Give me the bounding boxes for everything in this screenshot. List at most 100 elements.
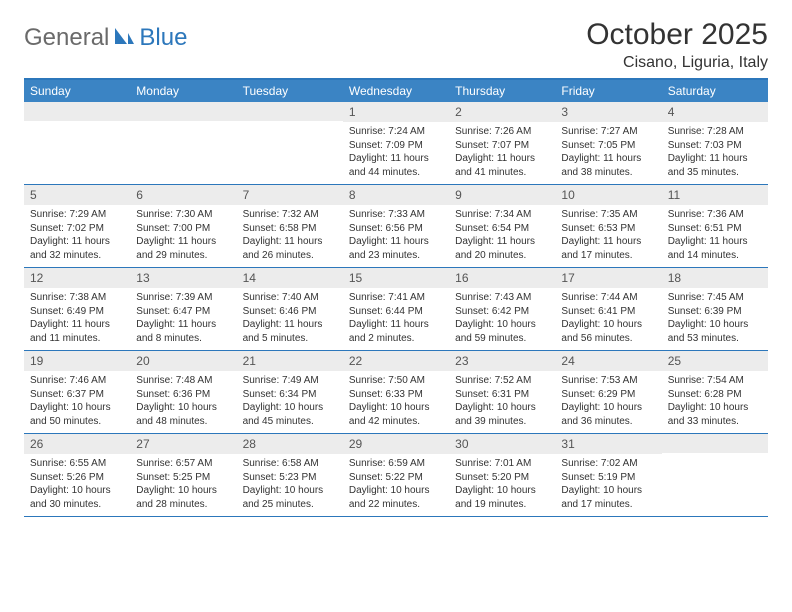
daylight-text: Daylight: 11 hours and 20 minutes. (455, 235, 549, 262)
day-cell: 10Sunrise: 7:35 AMSunset: 6:53 PMDayligh… (555, 185, 661, 267)
sunset-text: Sunset: 5:19 PM (561, 471, 655, 485)
day-body: Sunrise: 7:52 AMSunset: 6:31 PMDaylight:… (449, 371, 555, 433)
sunset-text: Sunset: 7:03 PM (668, 139, 762, 153)
day-number: 30 (449, 434, 555, 454)
day-cell: 7Sunrise: 7:32 AMSunset: 6:58 PMDaylight… (237, 185, 343, 267)
day-cell (24, 102, 130, 184)
day-body: Sunrise: 7:50 AMSunset: 6:33 PMDaylight:… (343, 371, 449, 433)
daylight-text: Daylight: 11 hours and 14 minutes. (668, 235, 762, 262)
day-cell: 26Sunrise: 6:55 AMSunset: 5:26 PMDayligh… (24, 434, 130, 516)
sunset-text: Sunset: 6:28 PM (668, 388, 762, 402)
day-body: Sunrise: 7:29 AMSunset: 7:02 PMDaylight:… (24, 205, 130, 267)
week-row: 1Sunrise: 7:24 AMSunset: 7:09 PMDaylight… (24, 102, 768, 185)
day-body: Sunrise: 6:55 AMSunset: 5:26 PMDaylight:… (24, 454, 130, 516)
weekday-header: Friday (555, 80, 661, 102)
sunset-text: Sunset: 6:54 PM (455, 222, 549, 236)
day-number: 26 (24, 434, 130, 454)
sunrise-text: Sunrise: 6:59 AM (349, 457, 443, 471)
day-cell: 23Sunrise: 7:52 AMSunset: 6:31 PMDayligh… (449, 351, 555, 433)
day-body: Sunrise: 7:28 AMSunset: 7:03 PMDaylight:… (662, 122, 768, 184)
day-body: Sunrise: 6:57 AMSunset: 5:25 PMDaylight:… (130, 454, 236, 516)
daylight-text: Daylight: 11 hours and 44 minutes. (349, 152, 443, 179)
day-body: Sunrise: 7:24 AMSunset: 7:09 PMDaylight:… (343, 122, 449, 184)
sunrise-text: Sunrise: 7:38 AM (30, 291, 124, 305)
day-number: 31 (555, 434, 661, 454)
sunset-text: Sunset: 6:58 PM (243, 222, 337, 236)
calendar-grid: Sunday Monday Tuesday Wednesday Thursday… (24, 78, 768, 517)
daylight-text: Daylight: 11 hours and 35 minutes. (668, 152, 762, 179)
day-cell: 17Sunrise: 7:44 AMSunset: 6:41 PMDayligh… (555, 268, 661, 350)
day-number: 16 (449, 268, 555, 288)
sunrise-text: Sunrise: 7:35 AM (561, 208, 655, 222)
day-body: Sunrise: 7:39 AMSunset: 6:47 PMDaylight:… (130, 288, 236, 350)
day-cell: 1Sunrise: 7:24 AMSunset: 7:09 PMDaylight… (343, 102, 449, 184)
day-number: 19 (24, 351, 130, 371)
daylight-text: Daylight: 11 hours and 5 minutes. (243, 318, 337, 345)
day-number: 4 (662, 102, 768, 122)
sunrise-text: Sunrise: 7:27 AM (561, 125, 655, 139)
day-cell: 4Sunrise: 7:28 AMSunset: 7:03 PMDaylight… (662, 102, 768, 184)
sunrise-text: Sunrise: 7:34 AM (455, 208, 549, 222)
day-body (237, 121, 343, 177)
daylight-text: Daylight: 11 hours and 11 minutes. (30, 318, 124, 345)
day-cell: 3Sunrise: 7:27 AMSunset: 7:05 PMDaylight… (555, 102, 661, 184)
day-number: 15 (343, 268, 449, 288)
daylight-text: Daylight: 10 hours and 33 minutes. (668, 401, 762, 428)
daylight-text: Daylight: 10 hours and 48 minutes. (136, 401, 230, 428)
day-number: 9 (449, 185, 555, 205)
day-number: 21 (237, 351, 343, 371)
day-body: Sunrise: 7:46 AMSunset: 6:37 PMDaylight:… (24, 371, 130, 433)
day-body: Sunrise: 7:44 AMSunset: 6:41 PMDaylight:… (555, 288, 661, 350)
daylight-text: Daylight: 11 hours and 41 minutes. (455, 152, 549, 179)
day-number: 8 (343, 185, 449, 205)
weekday-header: Saturday (662, 80, 768, 102)
day-cell: 29Sunrise: 6:59 AMSunset: 5:22 PMDayligh… (343, 434, 449, 516)
sunrise-text: Sunrise: 7:32 AM (243, 208, 337, 222)
day-body: Sunrise: 7:49 AMSunset: 6:34 PMDaylight:… (237, 371, 343, 433)
day-cell: 12Sunrise: 7:38 AMSunset: 6:49 PMDayligh… (24, 268, 130, 350)
header: General Blue October 2025 Cisano, Liguri… (24, 18, 768, 72)
day-cell: 16Sunrise: 7:43 AMSunset: 6:42 PMDayligh… (449, 268, 555, 350)
day-number: 14 (237, 268, 343, 288)
day-number: 11 (662, 185, 768, 205)
day-body: Sunrise: 7:34 AMSunset: 6:54 PMDaylight:… (449, 205, 555, 267)
day-body: Sunrise: 7:43 AMSunset: 6:42 PMDaylight:… (449, 288, 555, 350)
sunrise-text: Sunrise: 6:55 AM (30, 457, 124, 471)
sunrise-text: Sunrise: 7:50 AM (349, 374, 443, 388)
day-number: 10 (555, 185, 661, 205)
day-cell: 27Sunrise: 6:57 AMSunset: 5:25 PMDayligh… (130, 434, 236, 516)
sunset-text: Sunset: 6:33 PM (349, 388, 443, 402)
sunrise-text: Sunrise: 7:40 AM (243, 291, 337, 305)
sunrise-text: Sunrise: 7:54 AM (668, 374, 762, 388)
day-cell: 14Sunrise: 7:40 AMSunset: 6:46 PMDayligh… (237, 268, 343, 350)
day-body: Sunrise: 7:27 AMSunset: 7:05 PMDaylight:… (555, 122, 661, 184)
daylight-text: Daylight: 10 hours and 39 minutes. (455, 401, 549, 428)
day-number: 27 (130, 434, 236, 454)
day-cell: 9Sunrise: 7:34 AMSunset: 6:54 PMDaylight… (449, 185, 555, 267)
day-body: Sunrise: 7:54 AMSunset: 6:28 PMDaylight:… (662, 371, 768, 433)
day-cell: 25Sunrise: 7:54 AMSunset: 6:28 PMDayligh… (662, 351, 768, 433)
day-cell: 24Sunrise: 7:53 AMSunset: 6:29 PMDayligh… (555, 351, 661, 433)
sunset-text: Sunset: 6:36 PM (136, 388, 230, 402)
daylight-text: Daylight: 11 hours and 38 minutes. (561, 152, 655, 179)
sunset-text: Sunset: 6:37 PM (30, 388, 124, 402)
month-title: October 2025 (586, 18, 768, 52)
week-row: 12Sunrise: 7:38 AMSunset: 6:49 PMDayligh… (24, 268, 768, 351)
day-body: Sunrise: 7:38 AMSunset: 6:49 PMDaylight:… (24, 288, 130, 350)
brand-part1: General (24, 24, 109, 52)
day-body (24, 121, 130, 177)
day-cell: 30Sunrise: 7:01 AMSunset: 5:20 PMDayligh… (449, 434, 555, 516)
sunset-text: Sunset: 6:34 PM (243, 388, 337, 402)
sunrise-text: Sunrise: 7:28 AM (668, 125, 762, 139)
day-number: 2 (449, 102, 555, 122)
daylight-text: Daylight: 11 hours and 8 minutes. (136, 318, 230, 345)
sunset-text: Sunset: 7:02 PM (30, 222, 124, 236)
day-number: 12 (24, 268, 130, 288)
daylight-text: Daylight: 10 hours and 28 minutes. (136, 484, 230, 511)
sunrise-text: Sunrise: 7:52 AM (455, 374, 549, 388)
day-body: Sunrise: 7:53 AMSunset: 6:29 PMDaylight:… (555, 371, 661, 433)
day-number: 7 (237, 185, 343, 205)
day-cell: 28Sunrise: 6:58 AMSunset: 5:23 PMDayligh… (237, 434, 343, 516)
daylight-text: Daylight: 10 hours and 17 minutes. (561, 484, 655, 511)
sunset-text: Sunset: 7:07 PM (455, 139, 549, 153)
